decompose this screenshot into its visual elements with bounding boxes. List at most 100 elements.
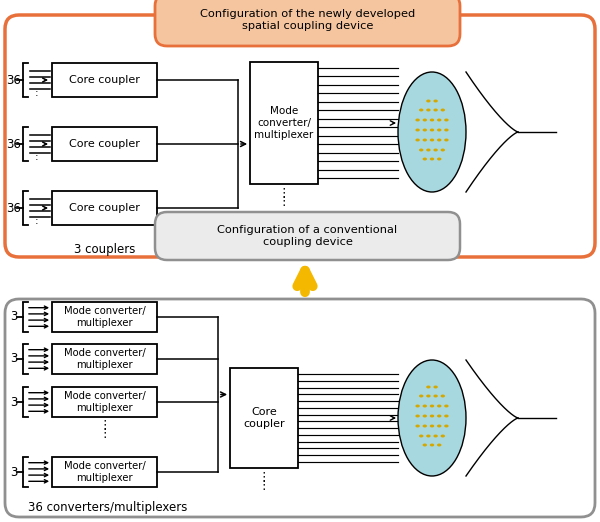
Text: 36: 36: [7, 201, 22, 215]
Ellipse shape: [444, 118, 449, 122]
FancyBboxPatch shape: [5, 299, 595, 517]
FancyBboxPatch shape: [155, 212, 460, 260]
Ellipse shape: [422, 444, 427, 446]
Ellipse shape: [437, 444, 442, 446]
Ellipse shape: [444, 414, 449, 418]
Ellipse shape: [422, 414, 427, 418]
Ellipse shape: [422, 405, 427, 408]
Ellipse shape: [437, 158, 442, 160]
Ellipse shape: [426, 109, 431, 112]
Text: ⋮: ⋮: [258, 479, 270, 492]
Ellipse shape: [415, 405, 420, 408]
Ellipse shape: [422, 138, 427, 141]
Text: 3: 3: [10, 396, 17, 409]
Ellipse shape: [426, 386, 431, 388]
FancyBboxPatch shape: [52, 387, 157, 417]
Text: Mode converter/
multiplexer: Mode converter/ multiplexer: [64, 461, 145, 483]
Ellipse shape: [440, 109, 445, 112]
Ellipse shape: [426, 395, 431, 397]
Ellipse shape: [430, 414, 434, 418]
Ellipse shape: [430, 405, 434, 408]
FancyBboxPatch shape: [52, 457, 157, 487]
Text: Core coupler: Core coupler: [69, 203, 140, 213]
Text: ⋮: ⋮: [98, 426, 111, 440]
FancyBboxPatch shape: [250, 62, 318, 184]
Ellipse shape: [422, 118, 427, 122]
Ellipse shape: [430, 128, 434, 132]
Ellipse shape: [437, 118, 442, 122]
Ellipse shape: [430, 444, 434, 446]
Ellipse shape: [415, 414, 420, 418]
FancyBboxPatch shape: [52, 63, 157, 97]
Ellipse shape: [426, 434, 431, 437]
FancyBboxPatch shape: [52, 191, 157, 225]
Text: 3 couplers: 3 couplers: [74, 243, 136, 255]
Ellipse shape: [415, 138, 420, 141]
FancyBboxPatch shape: [52, 127, 157, 161]
FancyBboxPatch shape: [52, 344, 157, 374]
Ellipse shape: [398, 72, 466, 192]
Ellipse shape: [437, 138, 442, 141]
Ellipse shape: [444, 138, 449, 141]
Ellipse shape: [437, 424, 442, 428]
Ellipse shape: [444, 405, 449, 408]
Ellipse shape: [433, 386, 438, 388]
FancyBboxPatch shape: [52, 302, 157, 332]
Ellipse shape: [415, 118, 420, 122]
Text: :: :: [35, 152, 38, 162]
Ellipse shape: [398, 360, 466, 476]
Ellipse shape: [419, 109, 424, 112]
Ellipse shape: [433, 109, 438, 112]
FancyBboxPatch shape: [155, 0, 460, 46]
Text: Configuration of a conventional
coupling device: Configuration of a conventional coupling…: [217, 225, 398, 247]
Ellipse shape: [419, 434, 424, 437]
Text: ⋮: ⋮: [278, 195, 290, 208]
Text: 3: 3: [10, 311, 17, 324]
Ellipse shape: [444, 424, 449, 428]
Ellipse shape: [437, 405, 442, 408]
Text: 36: 36: [7, 74, 22, 87]
Ellipse shape: [440, 148, 445, 151]
Ellipse shape: [440, 395, 445, 397]
Ellipse shape: [444, 128, 449, 132]
Ellipse shape: [430, 118, 434, 122]
Text: 3: 3: [10, 352, 17, 365]
Ellipse shape: [415, 128, 420, 132]
Text: Core
coupler: Core coupler: [243, 407, 285, 429]
Text: Mode converter/
multiplexer: Mode converter/ multiplexer: [64, 306, 145, 328]
Text: Mode
converter/
multiplexer: Mode converter/ multiplexer: [254, 106, 314, 139]
Ellipse shape: [440, 434, 445, 437]
Text: Core coupler: Core coupler: [69, 139, 140, 149]
Ellipse shape: [433, 100, 438, 102]
Ellipse shape: [430, 158, 434, 160]
Text: :: :: [35, 88, 38, 98]
Text: 36 converters/multiplexers: 36 converters/multiplexers: [28, 502, 188, 515]
Text: ⋮: ⋮: [98, 420, 111, 433]
Text: Mode converter/
multiplexer: Mode converter/ multiplexer: [64, 348, 145, 370]
Ellipse shape: [422, 424, 427, 428]
Ellipse shape: [422, 158, 427, 160]
Ellipse shape: [422, 128, 427, 132]
Text: Core coupler: Core coupler: [69, 75, 140, 85]
Text: 3: 3: [10, 466, 17, 479]
Text: Mode converter/
multiplexer: Mode converter/ multiplexer: [64, 391, 145, 413]
Ellipse shape: [437, 414, 442, 418]
Ellipse shape: [437, 128, 442, 132]
Ellipse shape: [415, 424, 420, 428]
Ellipse shape: [419, 395, 424, 397]
Ellipse shape: [419, 148, 424, 151]
Ellipse shape: [433, 148, 438, 151]
Text: :: :: [35, 216, 38, 226]
Ellipse shape: [430, 138, 434, 141]
FancyBboxPatch shape: [230, 368, 298, 468]
Text: 36: 36: [7, 137, 22, 150]
Ellipse shape: [430, 424, 434, 428]
Ellipse shape: [426, 100, 431, 102]
Ellipse shape: [433, 395, 438, 397]
Text: Configuration of the newly developed
spatial coupling device: Configuration of the newly developed spa…: [200, 9, 415, 31]
Ellipse shape: [433, 434, 438, 437]
Text: ⋮: ⋮: [258, 471, 270, 484]
FancyBboxPatch shape: [5, 15, 595, 257]
Text: ⋮: ⋮: [278, 187, 290, 200]
Ellipse shape: [426, 148, 431, 151]
